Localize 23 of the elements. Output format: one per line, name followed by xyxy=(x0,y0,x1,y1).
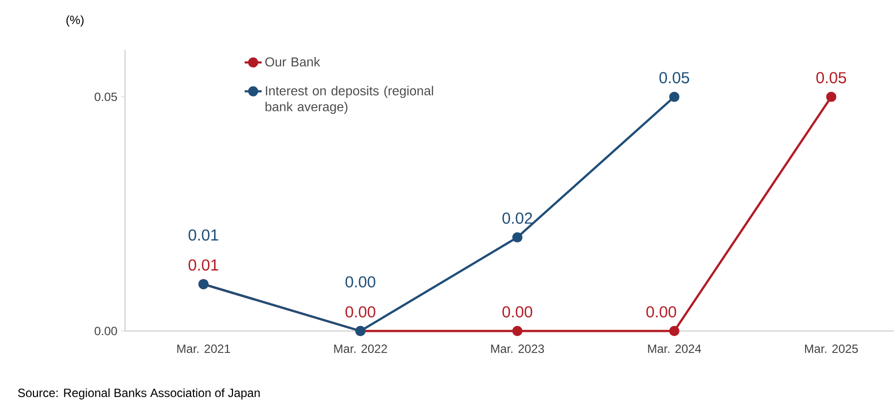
data-label: 0.00 xyxy=(346,306,376,318)
legend-label: Our Bank xyxy=(265,56,320,67)
source-note: Source: Regional Banks Association of Japan xyxy=(18,388,260,400)
point xyxy=(669,92,680,102)
x-tick-label: Mar. 2022 xyxy=(334,344,387,353)
data-label: 0.02 xyxy=(502,212,532,224)
x-tick-label: Mar. 2021 xyxy=(177,344,230,353)
point xyxy=(512,232,522,242)
x-tick-label: Mar. 2023 xyxy=(491,344,544,353)
data-label: 0.00 xyxy=(502,306,532,318)
data-label: 0.01 xyxy=(188,229,218,241)
data-label: 0.05 xyxy=(659,72,690,84)
data-label: 0.00 xyxy=(346,276,376,288)
point xyxy=(512,326,522,336)
point xyxy=(826,92,836,102)
x-tick-label: Mar. 2025 xyxy=(805,344,858,353)
point xyxy=(669,326,680,336)
data-label: 0.01 xyxy=(188,259,218,271)
data-label: 0.05 xyxy=(816,72,846,84)
data-label: 0.00 xyxy=(646,306,676,318)
legend-label: Interest on deposits (regional bank average) xyxy=(266,86,434,114)
x-tick-label: Mar. 2024 xyxy=(648,344,702,353)
y-axis-title: (%) xyxy=(66,15,84,26)
